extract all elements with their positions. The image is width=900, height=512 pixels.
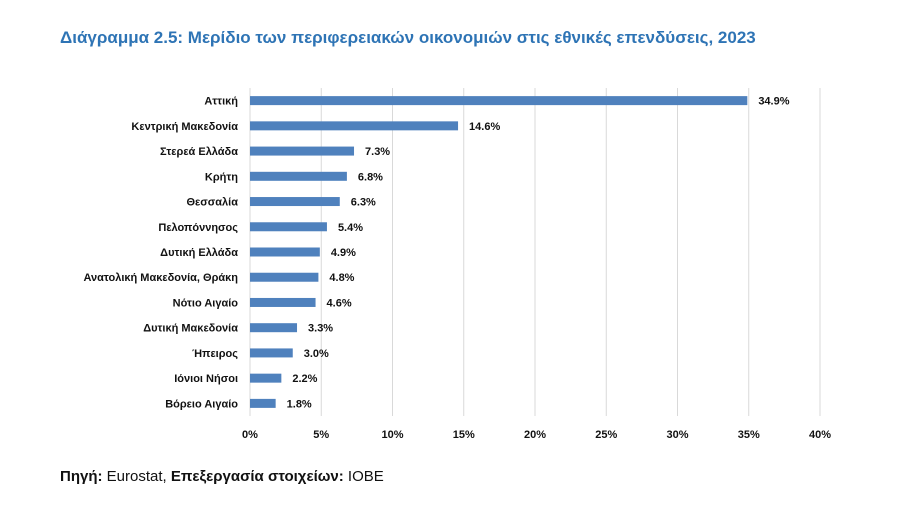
bar-4 <box>250 197 340 207</box>
value-label-8: 4.6% <box>327 297 352 309</box>
value-labels: 34.9% 14.6% 7.3% 6.8% 6.3% 5.4% 4.9% 4.8% 4.6% 3.… <box>287 96 790 411</box>
category-label-5: Πελοπόννησος <box>158 222 238 234</box>
value-label-4: 6.3% <box>351 197 376 209</box>
bar-9 <box>250 323 298 333</box>
category-label-9: Δυτική Μακεδονία <box>143 323 238 335</box>
x-tick-label-5: 25% <box>595 429 617 441</box>
x-tick-label-8: 40% <box>809 429 831 441</box>
bar-7 <box>250 272 319 282</box>
category-label-11: Ιόνιοι Νήσοι <box>174 373 238 385</box>
category-label-6: Δυτική Ελλάδα <box>160 247 238 259</box>
category-labels: Αττική Κεντρική Μακεδονία Στερεά Ελλάδα Κρή… <box>83 96 238 411</box>
bar-5 <box>250 222 327 232</box>
x-tick-label-0: 0% <box>242 429 258 441</box>
bar-6 <box>250 247 320 257</box>
processing-text: IOBE <box>343 468 384 485</box>
value-label-11: 2.2% <box>292 373 317 385</box>
bar-2 <box>250 146 355 156</box>
category-label-12: Βόρειο Αιγαίο <box>165 398 238 410</box>
bar-3 <box>250 171 347 181</box>
category-label-4: Θεσσαλία <box>186 197 238 209</box>
chart-title: Διάγραμμα 2.5: Μερίδιο των περιφερειακών… <box>60 28 756 47</box>
bar-8 <box>250 297 316 307</box>
category-label-10: Ήπειρος <box>192 348 238 360</box>
bar-12 <box>250 398 276 408</box>
x-tick-label-1: 5% <box>313 429 329 441</box>
bar-1 <box>250 121 459 131</box>
category-label-7: Ανατολική Μακεδονία, Θράκη <box>83 272 238 284</box>
category-label-0: Αττική <box>204 96 238 108</box>
x-tick-label-7: 35% <box>738 429 760 441</box>
bars <box>250 96 748 408</box>
processing-label: Επεξεργασία στοιχείων: <box>170 468 344 485</box>
value-label-9: 3.3% <box>308 323 333 335</box>
x-tick-label-3: 15% <box>453 429 475 441</box>
value-label-12: 1.8% <box>287 398 312 410</box>
category-label-2: Στερεά Ελλάδα <box>160 146 238 158</box>
value-label-7: 4.8% <box>329 272 354 284</box>
value-label-3: 6.8% <box>358 171 383 183</box>
source-note: Πηγή: Eurostat, Επεξεργασία στοιχείων: I… <box>60 468 384 485</box>
category-label-8: Νότιο Αιγαίο <box>173 297 239 309</box>
x-tick-label-6: 30% <box>666 429 688 441</box>
bar-10 <box>250 348 293 358</box>
value-label-1: 14.6% <box>469 121 500 133</box>
value-label-10: 3.0% <box>304 348 329 360</box>
x-tick-labels: 0% 5% 10% 15% 20% 25% 30% 35% 40% <box>242 429 831 441</box>
source-label: Πηγή: <box>60 468 103 485</box>
category-label-3: Κρήτη <box>205 171 238 183</box>
value-label-2: 7.3% <box>365 146 390 158</box>
source-text: Eurostat, <box>102 468 171 485</box>
value-label-6: 4.9% <box>331 247 356 259</box>
category-label-1: Κεντρική Μακεδονία <box>131 121 238 133</box>
bar-11 <box>250 373 282 383</box>
value-label-5: 5.4% <box>338 222 363 234</box>
bar-0 <box>250 96 748 106</box>
x-tick-label-2: 10% <box>381 429 403 441</box>
value-label-0: 34.9% <box>758 96 789 108</box>
x-tick-label-4: 20% <box>524 429 546 441</box>
